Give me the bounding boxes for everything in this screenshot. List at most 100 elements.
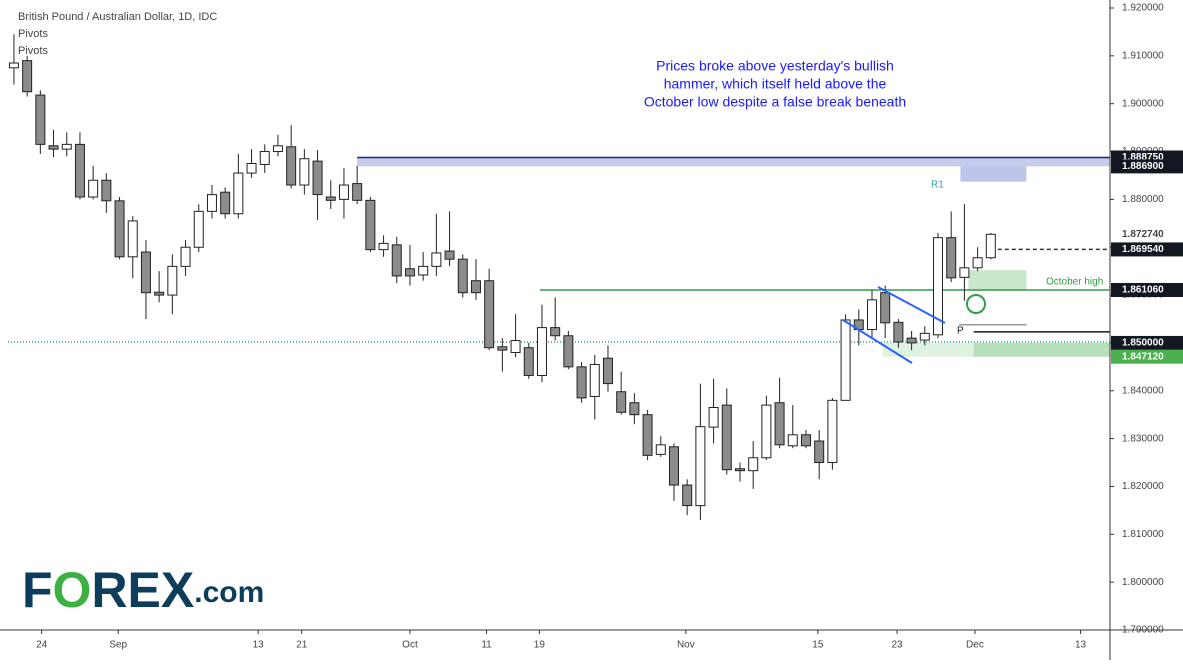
candle-body [365,199,376,251]
candle-body [497,346,508,351]
candle-body [866,299,877,331]
price-tag [1111,349,1183,364]
candle-body [536,327,547,376]
x-tick-label: 19 [534,640,546,651]
candle-body [550,327,561,337]
level-label: October high [1046,277,1103,288]
candle-body [510,340,521,353]
candle-body [114,200,125,258]
annotation: October low despite a false break beneat… [644,94,906,110]
candle-body [74,143,85,198]
candle-body [180,246,191,267]
logo-part: REX [91,562,194,618]
indicator-label: Pivots [18,45,48,57]
y-tick-label: 1.820000 [1122,481,1164,492]
price-tag [1111,283,1183,298]
y-tick-label: 1.900000 [1122,98,1164,109]
logo-text: FOREX.com [22,562,264,618]
y-tick-label: 1.810000 [1122,529,1164,540]
candle-body [154,291,165,296]
candle-body [761,404,772,459]
candle-body [576,366,587,399]
price-tag [1111,335,1183,350]
logo-part: O [53,562,92,618]
price-tag-label: 1.850000 [1122,338,1164,349]
y-tick-label: 1.790000 [1122,625,1164,636]
candle-body [246,163,257,174]
candle-body [299,158,310,186]
candle-body [431,252,442,267]
zone [882,342,974,357]
zone [960,166,1027,182]
candle-body [272,145,283,153]
candle-body [721,404,732,471]
candle-body [734,468,745,472]
candle-body [946,237,957,279]
candle-body [312,160,323,196]
x-tick-label: Sep [109,640,127,651]
candle-body [418,265,429,276]
y-tick-label: 1.920000 [1122,3,1164,14]
candle-body [101,179,112,202]
candle-body [563,335,574,368]
candle-body [259,151,270,165]
candle-body [404,268,415,277]
candle-body [655,444,666,455]
zone [968,270,1027,291]
x-tick-label: Oct [402,640,418,651]
candle-body [840,319,851,401]
level-label: R1 [931,180,944,191]
x-tick-label: Nov [677,640,695,651]
zone [357,157,1110,167]
candle-body [8,62,19,69]
candle-body [682,484,693,507]
candle-body [932,237,943,336]
candle-body [893,321,904,343]
x-tick-label: 24 [36,640,48,651]
candle-body [220,191,231,215]
zone [973,342,1110,357]
candle-body [985,233,996,259]
candle-body [167,265,178,296]
x-tick-label: 21 [296,640,308,651]
x-tick-label: 15 [812,640,824,651]
candle-body [668,446,679,486]
candle-body [193,210,204,248]
candle-body [787,434,798,447]
x-tick-label: 13 [253,640,265,651]
price-tag [1111,242,1183,257]
candle-body [140,251,151,294]
candle-body [206,194,217,212]
candle-body [642,414,653,456]
candle-body [233,172,244,215]
price-tag-label: 1.872740 [1122,229,1164,240]
candle-body [35,94,46,145]
x-tick-label: Dec [966,640,984,651]
plot-area [8,34,1110,520]
candle-body [378,242,389,251]
y-tick-label: 1.880000 [1122,194,1164,205]
level-label: P [957,326,964,337]
price-tag-label: 1.861060 [1122,285,1164,296]
candle-body [484,280,495,349]
candle-body [88,179,99,198]
y-tick-label: 1.800000 [1122,577,1164,588]
indicator-label: Pivots [18,28,48,40]
candle-body [523,347,534,376]
candle-body [48,145,59,150]
candle-body [748,457,759,472]
logo-part: .com [194,576,264,609]
candle-body [695,426,706,507]
candle-body [457,258,468,294]
y-tick-label: 1.840000 [1122,385,1164,396]
candle-body [61,143,72,150]
candle-body [880,292,891,324]
candle-body [629,402,640,416]
candle-body [708,407,719,428]
candle-body [827,399,838,464]
candle-body [906,337,917,344]
candle-body [774,402,785,446]
trendline [842,319,913,364]
price-tag-label: 1.847120 [1122,351,1164,362]
